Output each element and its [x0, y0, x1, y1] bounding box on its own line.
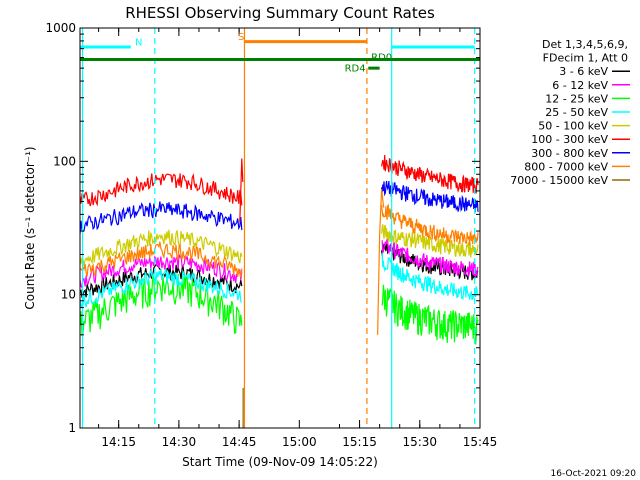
series-line-post [381, 203, 479, 246]
series-line-post [381, 284, 479, 345]
x-tick-label: 14:45 [222, 435, 257, 449]
series-line-post [381, 180, 479, 213]
legend-entry: 3 - 6 keV [559, 65, 608, 78]
legend-entry: 6 - 12 keV [552, 79, 608, 92]
legend-entry: 7000 - 15000 keV [510, 174, 608, 187]
saa-label: S [238, 32, 244, 43]
legend-entry: 50 - 100 keV [538, 120, 608, 133]
x-tick-label: 15:00 [282, 435, 317, 449]
y-tick-label: 1 [68, 421, 76, 435]
series-line-post [381, 154, 479, 194]
timestamp: 16-Oct-2021 09:20 [551, 469, 637, 479]
series-line-pre [80, 172, 243, 207]
rd0-label: RD0 [371, 53, 392, 64]
x-tick-label: 14:15 [101, 435, 136, 449]
y-tick-label: 1000 [45, 21, 76, 35]
series-line-post [381, 224, 479, 258]
series-line-pre [80, 229, 243, 266]
series-line-pre [80, 267, 243, 309]
series-line-pre [80, 241, 243, 278]
legend-entry: 100 - 300 keV [531, 133, 608, 146]
y-tick-label: 10 [61, 288, 76, 302]
series-line-pre [80, 201, 243, 235]
legend-entry: 800 - 7000 keV [524, 160, 608, 173]
legend-entry: 12 - 25 keV [545, 92, 608, 105]
plot-frame [79, 27, 481, 429]
x-tick-label: 15:45 [463, 435, 498, 449]
night-label: N [135, 37, 142, 48]
series-line-post [381, 237, 479, 277]
x-axis-label: Start Time (09-Nov-09 14:05:22) [182, 455, 378, 469]
legend-header: Det 1,3,4,5,6,9, [542, 38, 628, 51]
x-tick-label: 15:15 [342, 435, 377, 449]
x-tick-label: 15:30 [402, 435, 437, 449]
rd4-label: RD4 [345, 64, 366, 75]
chart-title: RHESSI Observing Summary Count Rates [125, 4, 435, 22]
legend-entry: 25 - 50 keV [545, 106, 608, 119]
y-tick-label: 100 [53, 154, 76, 168]
series-line-pre [80, 253, 243, 290]
legend-entry: 300 - 800 keV [531, 147, 608, 160]
series-line-pre [80, 273, 243, 337]
series-line-post [381, 252, 479, 301]
flare-spike [239, 158, 244, 223]
y-axis-label: Count Rate (s⁻¹ detector⁻¹) [23, 146, 37, 309]
x-tick-label: 14:30 [162, 435, 197, 449]
legend-header: FDecim 1, Att 0 [543, 52, 628, 65]
post-rise [377, 188, 385, 335]
